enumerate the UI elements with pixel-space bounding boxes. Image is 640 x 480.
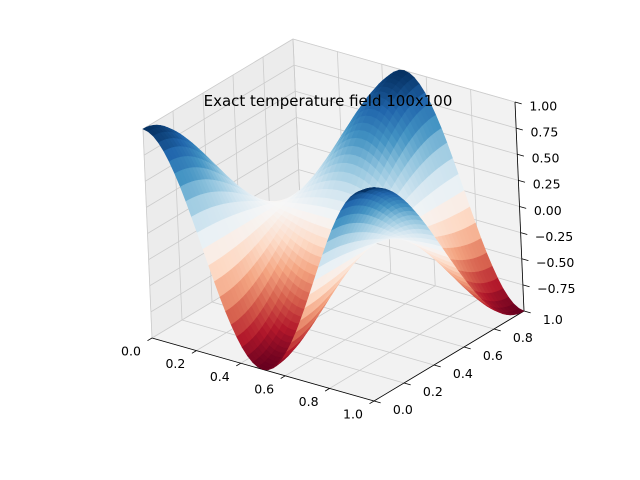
axis-ticks: 0.0 0.2 0.4 0.6 0.8 1.0 0.0 0.2 0.4 0.6 0.8 1.0 −0.7… [121,98,575,421]
y-tick [463,346,471,350]
gridline [142,38,294,130]
gridline [284,285,436,377]
z-tick-label: −0.25 [535,229,573,244]
x-tick-label: 0.6 [254,381,274,396]
temperature-surface [142,69,525,371]
y-tick-label: 1.0 [543,312,563,327]
y-tick-label: 0.4 [453,366,473,381]
x-tick [147,337,153,342]
z-tick [514,101,522,105]
x-tick [369,400,375,405]
z-tick-label: 0.00 [534,203,562,218]
z-tick [519,206,527,209]
gridline [146,117,297,208]
z-tick [521,258,529,262]
z-tick-label: −0.75 [537,281,575,296]
x-tick [236,362,242,367]
z-tick-label: 1.00 [529,98,557,113]
z-tick [516,127,523,131]
y-tick [523,310,531,314]
z-tick-label: 0.25 [533,177,561,192]
x-tick [324,388,330,392]
z-tick-label: 0.50 [532,151,560,166]
x-tick [280,375,286,379]
y-tick [433,364,441,368]
chart-title: Exact temperature field 100x100 [204,92,453,110]
z-tick [520,232,528,235]
y-tick-label: 0.2 [423,384,443,399]
y-tick [373,400,381,404]
x-tick-label: 0.0 [121,344,141,359]
surface-patch [358,189,370,193]
y-axis-line [373,310,525,402]
z-tick-label: −0.50 [536,255,574,270]
x-tick-label: 0.8 [299,394,319,409]
z-tick [522,284,530,288]
x-tick-label: 1.0 [343,407,363,422]
z-tick [518,179,526,183]
y-tick-label: 0.0 [393,402,413,417]
gridline [145,90,296,182]
z-tick [517,153,525,157]
y-tick [403,382,411,386]
z-tick-label: 0.75 [530,124,558,139]
y-tick [493,328,501,332]
y-tick-label: 0.6 [483,348,503,363]
y-tick-label: 0.8 [513,330,533,345]
x-tick-label: 0.4 [210,369,230,384]
gridline [181,319,405,384]
x-tick-label: 0.2 [165,356,185,371]
x-tick [191,350,197,354]
gridline [329,298,480,389]
